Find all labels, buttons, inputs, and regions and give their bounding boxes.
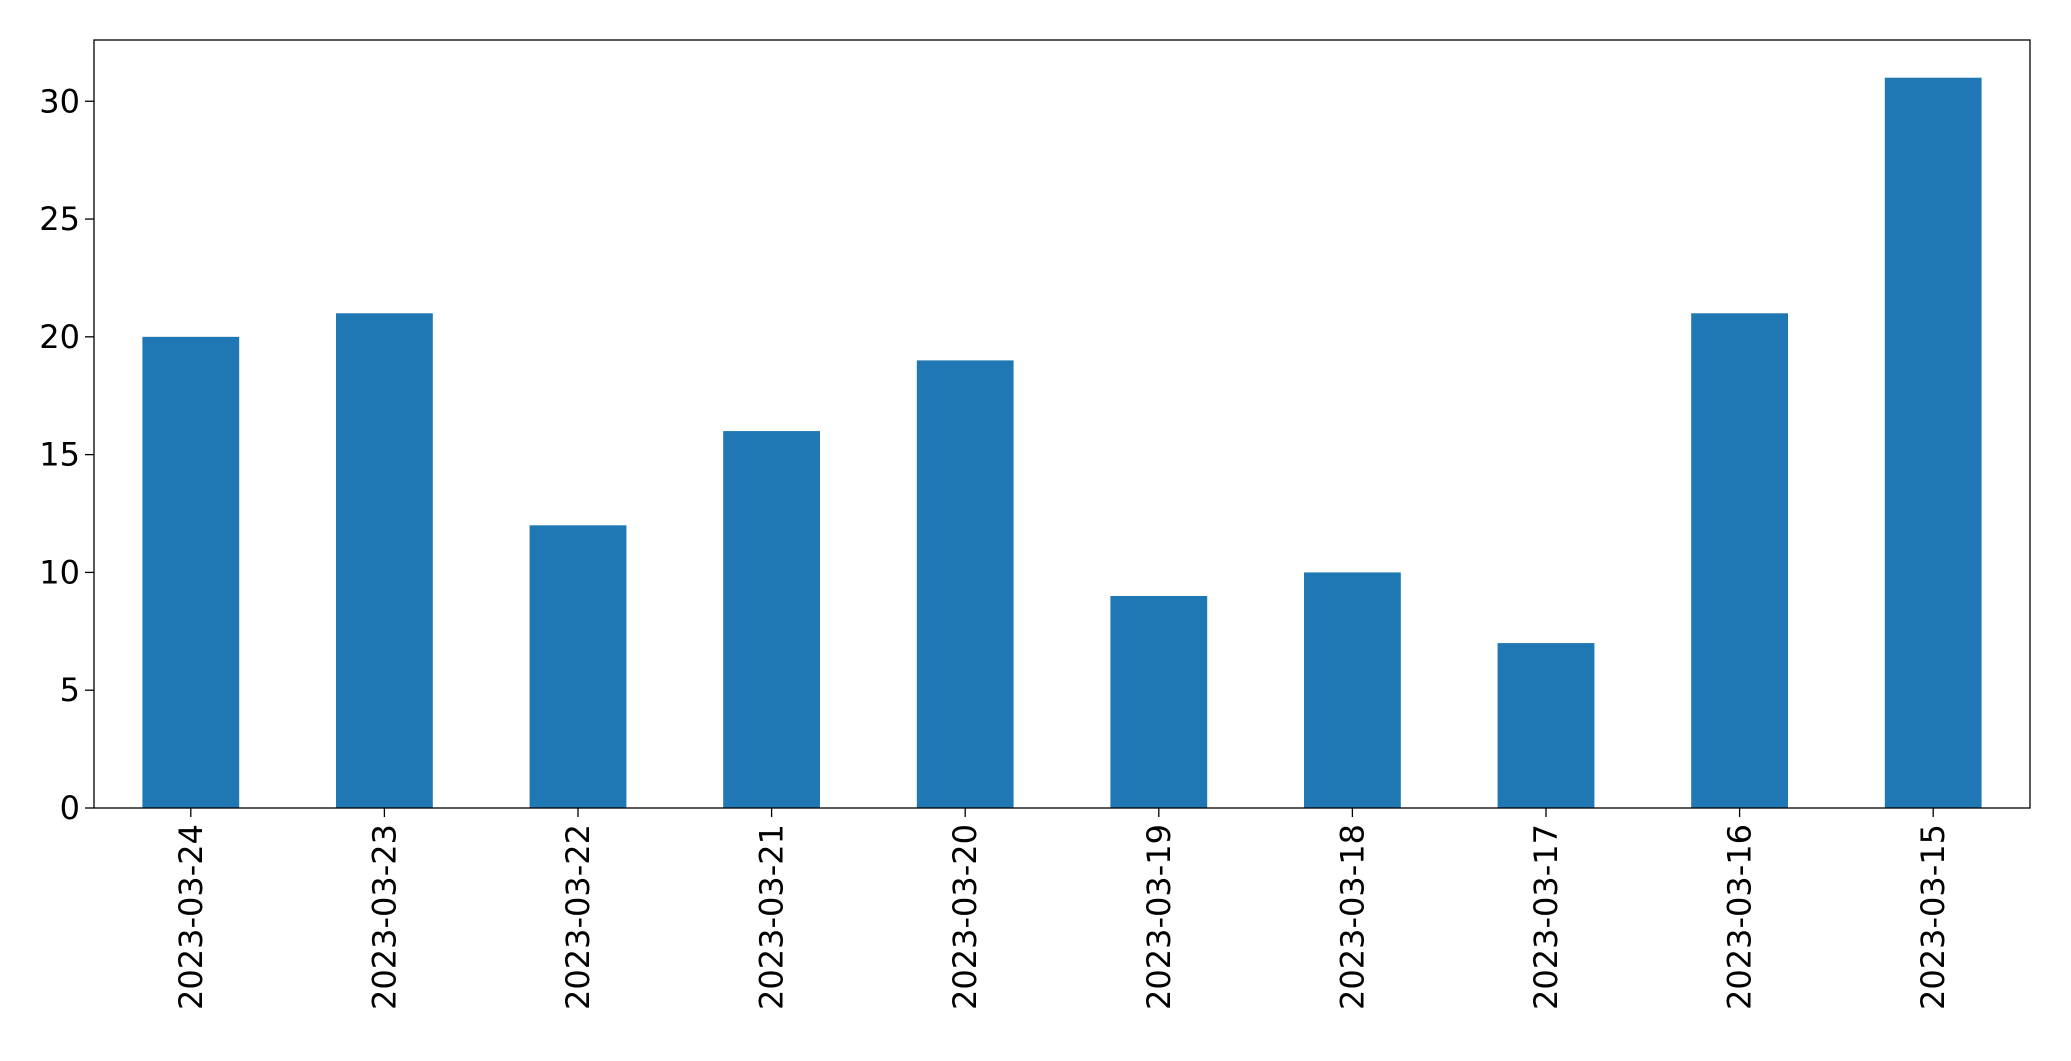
x-tick-label: 2023-03-22 [559,824,597,1010]
y-tick-label: 0 [60,789,80,827]
bar [916,360,1014,808]
y-tick-label: 5 [60,671,80,709]
x-tick-label: 2023-03-24 [172,824,210,1010]
bar [723,431,820,808]
x-tick-label: 2023-03-19 [1140,824,1178,1010]
y-tick-label: 20 [39,318,80,356]
y-tick-label: 15 [39,436,80,474]
y-tick-label: 10 [39,553,80,591]
x-tick-label: 2023-03-17 [1527,824,1565,1010]
bar [1497,643,1595,808]
bar [1691,313,1788,808]
bar [529,525,627,808]
bar [1884,77,1982,809]
y-tick-label: 30 [39,82,80,120]
x-tick-label: 2023-03-18 [1333,824,1371,1010]
y-tick-label: 25 [39,200,80,238]
x-tick-label: 2023-03-21 [753,824,791,1010]
plot-frame [93,39,2031,809]
bar [336,313,433,808]
bar [1110,595,1208,808]
x-tick-label: 2023-03-23 [365,824,403,1010]
x-tick-label: 2023-03-20 [946,824,984,1010]
bar [142,336,240,808]
bar [1304,572,1401,808]
x-tick-label: 2023-03-15 [1914,824,1952,1010]
x-tick-label: 2023-03-16 [1721,824,1759,1010]
